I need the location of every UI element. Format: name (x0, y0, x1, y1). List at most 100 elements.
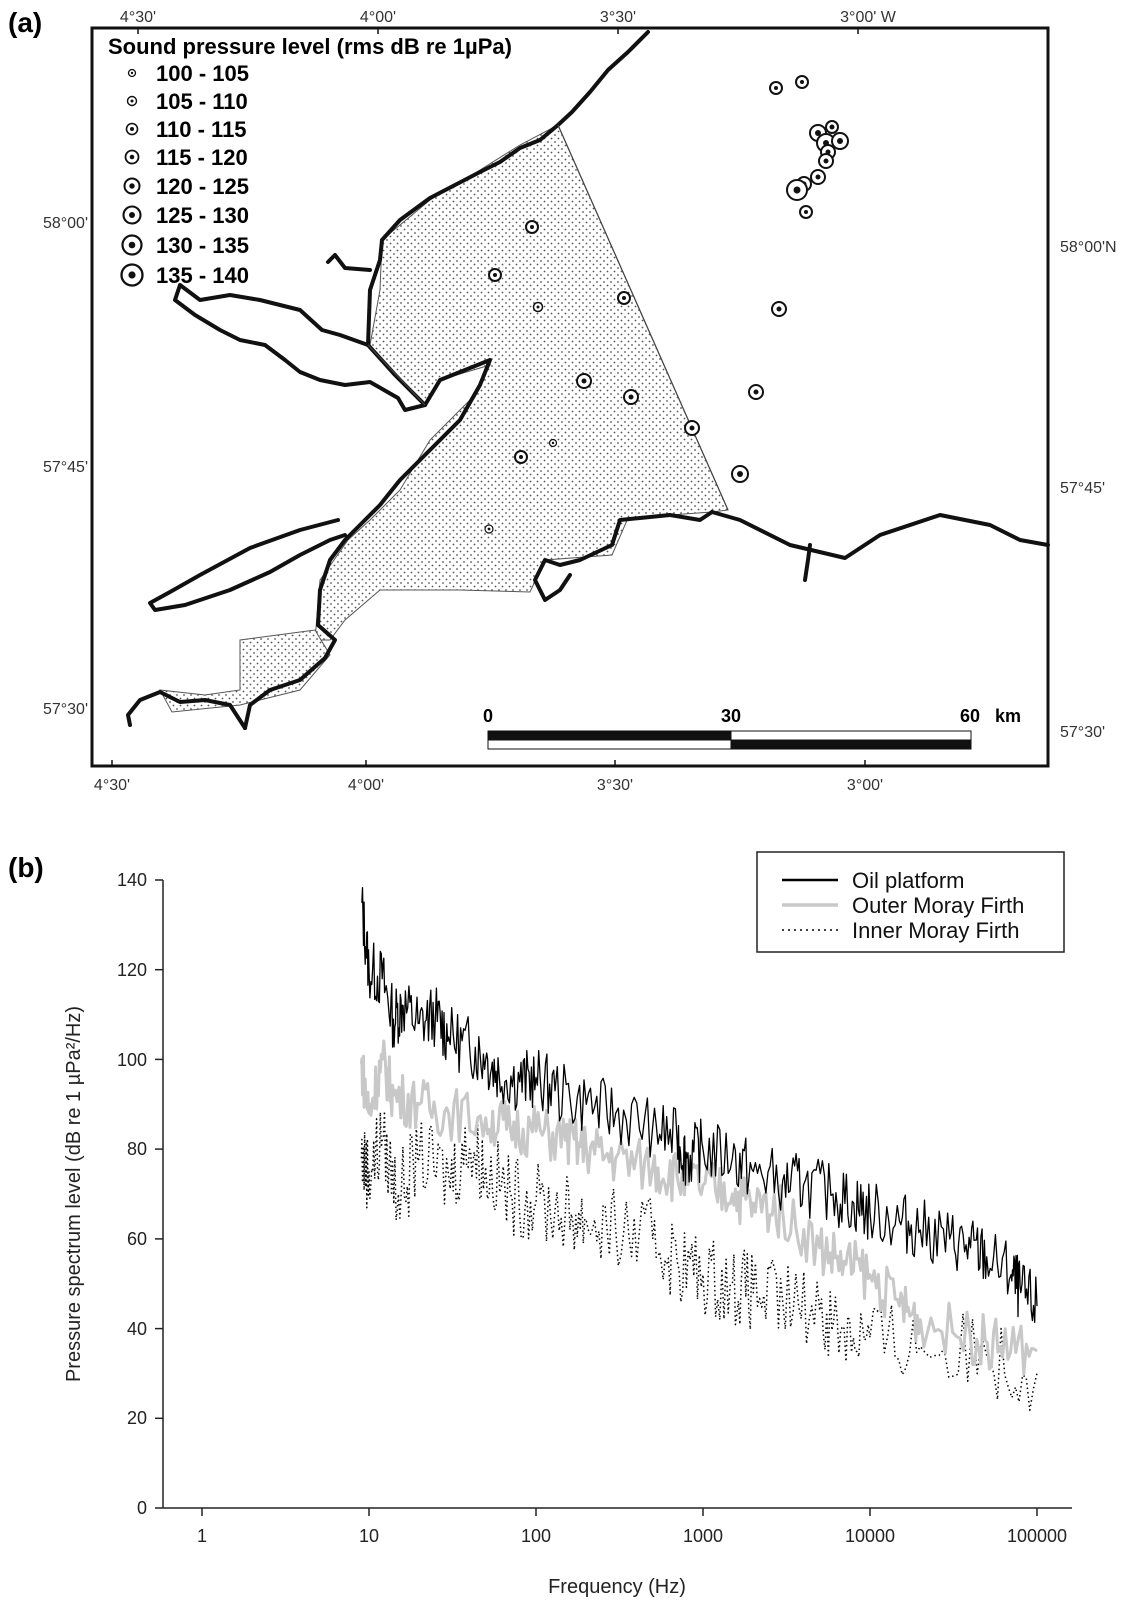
legend-item: 105 - 110 (126, 89, 248, 114)
legend-item-label: 125 - 130 (156, 203, 249, 228)
x-tick-label: 10000 (845, 1526, 895, 1546)
legend-item-label: 100 - 105 (156, 61, 249, 86)
site-marker (786, 179, 808, 201)
legend-item: 135 - 140 (120, 263, 249, 288)
panel-b: (b) 0 20 40 60 80 100 120 140 (8, 851, 1072, 1598)
y-tick-label: 100 (117, 1050, 147, 1070)
legend-b-oil-platform: Oil platform (852, 868, 964, 893)
site-marker (825, 120, 839, 134)
scale-bar-segment (730, 739, 972, 750)
bottom-lon-label-3: 3°30' (597, 777, 633, 794)
scale-tick-60: 60 (960, 706, 980, 726)
survey-boundary-line-2 (367, 344, 426, 406)
series-line-outer-moray-firth (359, 1039, 1038, 1376)
legend-b-box (756, 851, 1065, 953)
x-tick-label: 10 (359, 1526, 379, 1546)
legend-a: Sound pressure level (rms dB re 1µPa) 10… (108, 34, 512, 288)
x-ticks (201, 1508, 1038, 1516)
top-lon-label-2: 4°00' (360, 9, 396, 26)
bottom-lon-label-1: 4°30' (94, 777, 130, 794)
legend-item: 115 - 120 (124, 145, 248, 170)
left-lat-label-2: 57°45' (43, 459, 88, 476)
legend-b: Oil platform Outer Moray Firth Inner Mor… (756, 851, 1065, 953)
x-axis-title: Frequency (Hz) (548, 1576, 686, 1598)
site-marker (548, 438, 558, 448)
scale-unit: km (995, 706, 1021, 726)
site-marker (617, 291, 631, 305)
legend-item-label: 130 - 135 (156, 233, 249, 258)
y-tick-label: 80 (127, 1139, 147, 1159)
series-line-inner-moray-firth (360, 1110, 1038, 1411)
y-tick-label: 0 (137, 1498, 147, 1518)
survey-area-west (159, 629, 331, 713)
panel-b-label: (b) (8, 852, 44, 883)
legend-a-title: Sound pressure level (rms dB re 1µPa) (108, 34, 512, 59)
x-tick-label: 100000 (1007, 1526, 1067, 1546)
legend-item-label: 110 - 115 (156, 117, 247, 142)
site-marker (769, 81, 783, 95)
panel-a-label: (a) (8, 7, 42, 38)
legend-item: 100 - 105 (127, 61, 249, 86)
y-tick-label: 120 (117, 960, 147, 980)
right-lat-label-3: 57°30' (1060, 724, 1105, 741)
site-marker (771, 301, 787, 317)
scale-bar-segment (487, 730, 732, 741)
y-tick-label: 60 (127, 1229, 147, 1249)
legend-item: 130 - 135 (121, 233, 249, 258)
y-tick-label: 40 (127, 1319, 147, 1339)
scale-bar-segment (730, 730, 972, 741)
site-marker (576, 373, 592, 389)
x-tick-label: 1000 (683, 1526, 723, 1546)
y-tick-label: 20 (127, 1408, 147, 1428)
site-marker (818, 153, 834, 169)
bottom-lon-label-2: 4°00' (348, 777, 384, 794)
legend-item-label: 120 - 125 (156, 174, 249, 199)
site-marker (514, 450, 528, 464)
site-marker (684, 420, 700, 436)
left-lat-label-3: 57°30' (43, 701, 88, 718)
right-lat-label-1: 58°00'N (1060, 239, 1117, 256)
scale-tick-30: 30 (721, 706, 741, 726)
recording-sites (484, 75, 849, 534)
legend-item: 110 - 115 (125, 117, 247, 142)
top-lon-label-3: 3°30' (600, 9, 636, 26)
panel-a: (a) 4°30' 4°00' 3°30' 3°00' W 58°00' 57°… (8, 7, 1117, 794)
map-frame-ticks (111, 28, 866, 766)
site-marker (810, 169, 826, 185)
legend-b-inner-moray-firth: Inner Moray Firth (852, 918, 1020, 943)
legend-item-label: 135 - 140 (156, 263, 249, 288)
coastline (126, 30, 1050, 730)
y-tick-label: 140 (117, 870, 147, 890)
scale-bar-segment (487, 739, 732, 750)
site-marker (748, 384, 764, 400)
top-lon-label-1: 4°30' (120, 9, 156, 26)
site-marker (831, 132, 849, 150)
site-marker (532, 301, 544, 313)
legend-item-label: 115 - 120 (156, 145, 248, 170)
site-marker (799, 205, 813, 219)
survey-area (314, 124, 729, 641)
series-layer (359, 886, 1038, 1411)
x-tick-label: 100 (521, 1526, 551, 1546)
y-ticks (155, 879, 163, 1509)
map-frame (90, 26, 1050, 768)
legend-b-outer-moray-firth: Outer Moray Firth (852, 893, 1024, 918)
site-marker (488, 268, 502, 282)
site-marker (795, 75, 809, 89)
left-lat-label-1: 58°00' (43, 215, 88, 232)
x-tick-label: 1 (197, 1526, 207, 1546)
site-marker (525, 220, 539, 234)
legend-item: 125 - 130 (122, 203, 249, 228)
y-axis-title: Pressure spectrum level (dB re 1 µPa²/Hz… (63, 1006, 85, 1382)
scale-bar: 0 30 60 km (483, 706, 1021, 750)
site-marker (731, 465, 749, 483)
scale-tick-0: 0 (483, 706, 493, 726)
series-line-oil-platform (361, 886, 1038, 1323)
legend-item-label: 105 - 110 (156, 89, 248, 114)
legend-item: 120 - 125 (123, 174, 249, 199)
bottom-lon-label-4: 3°00' (847, 777, 883, 794)
site-marker (484, 524, 494, 534)
top-lon-label-4: 3°00' W (840, 9, 897, 26)
right-lat-label-2: 57°45' (1060, 480, 1105, 497)
